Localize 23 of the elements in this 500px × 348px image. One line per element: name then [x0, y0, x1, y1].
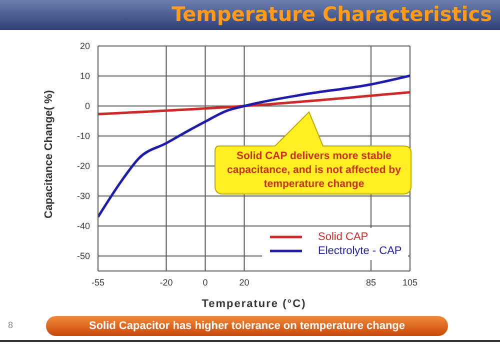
y-tick-label: -40 [76, 221, 90, 232]
x-tick-label: 85 [366, 277, 376, 288]
x-tick-label: 0 [202, 277, 208, 288]
y-tick-label: 10 [80, 71, 90, 82]
y-axis-title: Capacitance Change( %) [42, 90, 55, 218]
legend-label: Solid CAP [318, 231, 368, 243]
chart-title: Temperature Characteristics [172, 2, 492, 26]
y-tick-label: -10 [76, 131, 90, 142]
y-tick-label: 0 [84, 101, 90, 112]
x-tick-label: -55 [91, 277, 105, 288]
x-tick-label: 105 [402, 277, 418, 288]
y-tick-label: -50 [76, 251, 90, 262]
y-tick-label: -20 [76, 161, 90, 172]
text: Solid Capacitor has higher tolerance on temperature change [46, 316, 448, 336]
x-tick-label: -20 [160, 277, 173, 288]
y-tick-label: 20 [80, 41, 90, 52]
y-tick-label: -30 [76, 191, 90, 202]
line-series [98, 74, 410, 218]
x-axis-title: Temperature (°C) [202, 298, 306, 310]
legend-label: Electrolyte - CAP [318, 245, 402, 257]
annotation: Solid CAP delivers more stable capacitance, and is not affected by temperature change [226, 149, 402, 191]
text: 8 [8, 320, 14, 330]
x-tick-label: 20 [239, 277, 250, 288]
